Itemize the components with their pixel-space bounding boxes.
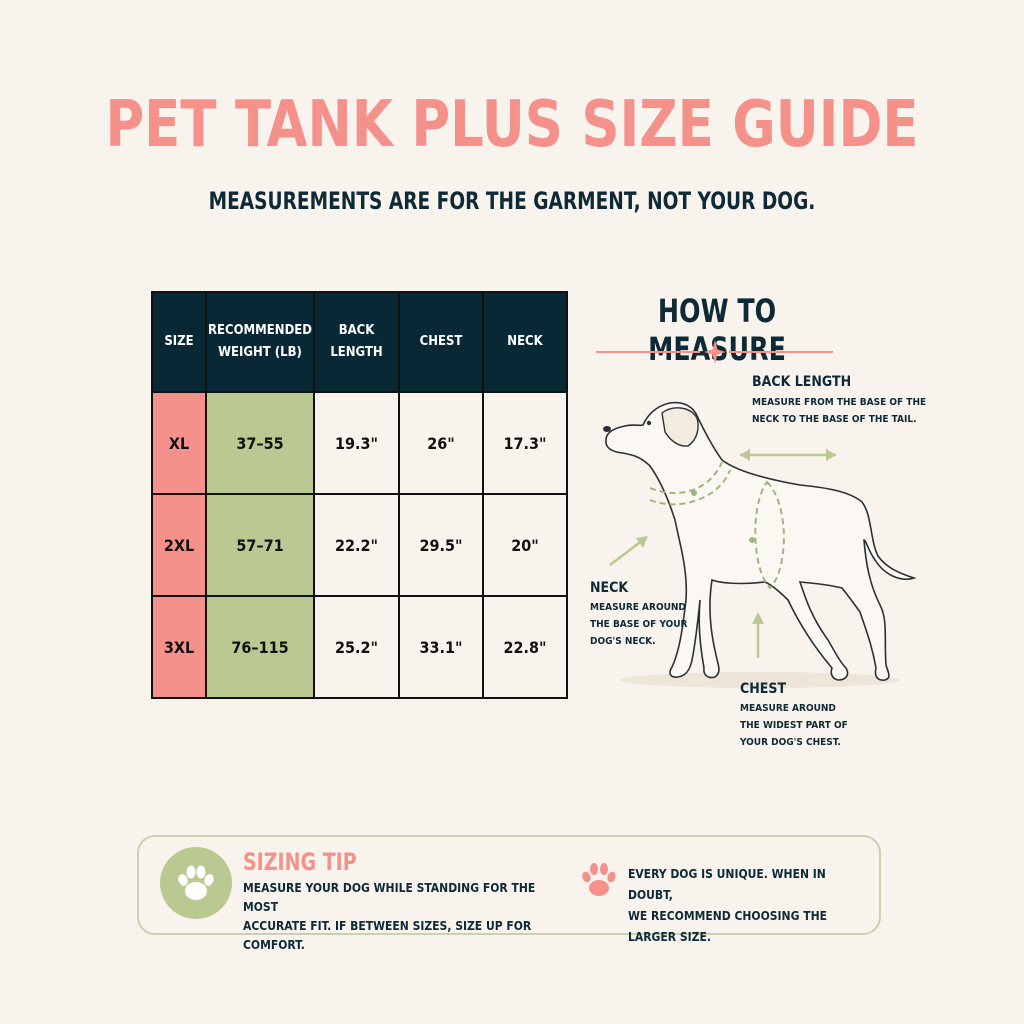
neck-cell: 17.3" xyxy=(482,391,568,495)
neck-cell: 20" xyxy=(482,493,568,597)
sizing-tip-note-line2: WE RECOMMEND CHOOSING THE LARGER SIZE. xyxy=(628,909,827,944)
neck-line1: MEASURE AROUND xyxy=(590,602,686,613)
neck-line3: DOG'S NECK. xyxy=(590,636,656,647)
header-size: SIZE xyxy=(151,291,207,393)
weight-cell: 37–55 xyxy=(205,391,315,495)
table-row: 3XL 76–115 25.2" 33.1" 22.8" xyxy=(151,595,568,699)
back-length-description: MEASURE FROM THE BASE OF THE NECK TO THE… xyxy=(752,394,926,428)
dog-illustration xyxy=(603,401,917,688)
sizing-tip-note-line1: EVERY DOG IS UNIQUE. WHEN IN DOUBT, xyxy=(628,867,826,902)
sizing-tip-line2: ACCURATE FIT. IF BETWEEN SIZES, SIZE UP … xyxy=(243,919,532,952)
header-weight-line1: RECOMMENDED xyxy=(208,323,312,338)
size-cell: 3XL xyxy=(151,595,207,699)
header-neck: NECK xyxy=(482,291,568,393)
table-header-row: SIZE RECOMMENDED WEIGHT (LB) BACK LENGTH… xyxy=(151,291,568,393)
chest-line1: MEASURE AROUND xyxy=(740,703,836,714)
header-back-length: BACK LENGTH xyxy=(313,291,400,393)
chest-description: MEASURE AROUND THE WIDEST PART OF YOUR D… xyxy=(740,700,848,751)
header-weight: RECOMMENDED WEIGHT (LB) xyxy=(205,291,315,393)
table-row: XL 37–55 19.3" 26" 17.3" xyxy=(151,391,568,495)
paw-print-icon xyxy=(178,865,214,900)
paw-print-icon xyxy=(582,863,616,896)
neck-line2: THE BASE OF YOUR xyxy=(590,619,688,630)
size-chart-table: SIZE RECOMMENDED WEIGHT (LB) BACK LENGTH… xyxy=(151,291,568,699)
chest-cell: 33.1" xyxy=(398,595,484,699)
neck-title: NECK xyxy=(590,580,629,596)
neck-description: MEASURE AROUND THE BASE OF YOUR DOG'S NE… xyxy=(590,599,687,650)
header-back-line2: LENGTH xyxy=(330,345,383,360)
table-row: 2XL 57–71 22.2" 29.5" 20" xyxy=(151,493,568,597)
back-length-cell: 25.2" xyxy=(313,595,400,699)
page-title: PET TANK PLUS SIZE GUIDE xyxy=(105,88,919,162)
size-cell: XL xyxy=(151,391,207,495)
chest-line3: YOUR DOG'S CHEST. xyxy=(740,737,841,748)
sizing-tip-badge xyxy=(160,847,232,919)
page-subtitle: MEASUREMENTS ARE FOR THE GARMENT, NOT YO… xyxy=(208,187,816,215)
size-cell: 2XL xyxy=(151,493,207,597)
header-weight-line2: WEIGHT (LB) xyxy=(218,345,302,360)
header-chest: CHEST xyxy=(398,291,484,393)
divider-line-left xyxy=(596,351,700,353)
sizing-tip-box xyxy=(137,835,881,935)
header-back-line1: BACK xyxy=(338,323,375,338)
weight-cell: 76–115 xyxy=(205,595,315,699)
back-length-cell: 19.3" xyxy=(313,391,400,495)
back-length-line1: MEASURE FROM THE BASE OF THE xyxy=(752,397,927,408)
sparkle-divider-icon xyxy=(704,340,726,364)
divider-line-right xyxy=(729,351,833,353)
sizing-tip-note: EVERY DOG IS UNIQUE. WHEN IN DOUBT, WE R… xyxy=(628,864,868,948)
chest-cell: 26" xyxy=(398,391,484,495)
sizing-tip-line1: MEASURE YOUR DOG WHILE STANDING FOR THE … xyxy=(243,881,536,914)
back-length-line2: NECK TO THE BASE OF THE TAIL. xyxy=(752,414,917,425)
back-length-cell: 22.2" xyxy=(313,493,400,597)
sizing-tip-text: MEASURE YOUR DOG WHILE STANDING FOR THE … xyxy=(243,879,563,955)
back-length-title: BACK LENGTH xyxy=(752,374,852,390)
chest-title: CHEST xyxy=(740,681,787,697)
weight-cell: 57–71 xyxy=(205,493,315,597)
chest-line2: THE WIDEST PART OF xyxy=(740,720,848,731)
chest-cell: 29.5" xyxy=(398,493,484,597)
sizing-tip-title: SIZING TIP xyxy=(243,848,357,876)
neck-cell: 22.8" xyxy=(482,595,568,699)
